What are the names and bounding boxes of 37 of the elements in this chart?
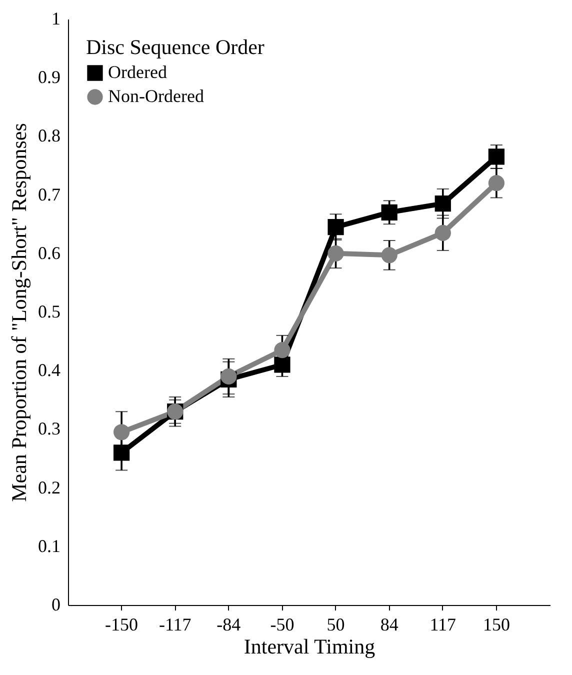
point [434, 196, 451, 212]
legend-title: Disc Sequence Order [86, 35, 264, 59]
point [488, 148, 505, 165]
y-tick-label: 0.8 [38, 126, 60, 146]
x-tick-label: 117 [430, 614, 456, 634]
x-tick-label: 50 [326, 614, 345, 634]
y-tick-label: 0 [52, 594, 60, 614]
y-tick-label: 0.3 [38, 418, 60, 439]
y-tick-label: 0.5 [38, 302, 60, 322]
point [434, 224, 451, 241]
x-tick-label: 84 [380, 614, 398, 634]
x-tick-label: -50 [270, 614, 294, 634]
y-tick-label: 1 [52, 8, 60, 28]
point [328, 218, 344, 236]
x-axis-title: Interval Timing [244, 634, 376, 658]
point [381, 247, 398, 264]
point [113, 444, 130, 461]
point [220, 368, 237, 385]
y-tick-label: 0.4 [38, 360, 60, 380]
point [274, 342, 290, 358]
legend-label: Non-Ordered [108, 86, 204, 106]
y-tick-label: 0.6 [38, 242, 60, 263]
x-tick-label: -150 [105, 614, 138, 634]
y-tick-label: 0.2 [38, 477, 60, 498]
legend-label: Ordered [108, 62, 167, 82]
point [488, 175, 505, 192]
point [381, 204, 398, 220]
y-tick-label: 0.7 [38, 184, 60, 204]
point [113, 424, 130, 440]
x-tick-label: -117 [158, 614, 192, 634]
point [274, 356, 290, 373]
y-tick-label: 0.9 [38, 67, 60, 88]
x-tick-label: -84 [216, 614, 241, 634]
y-tick-label: 0.1 [38, 536, 60, 556]
y-axis-title: Mean Proportion of "Long-Short" Responses [7, 123, 31, 502]
point [328, 245, 344, 262]
x-tick-label: 150 [482, 614, 510, 634]
